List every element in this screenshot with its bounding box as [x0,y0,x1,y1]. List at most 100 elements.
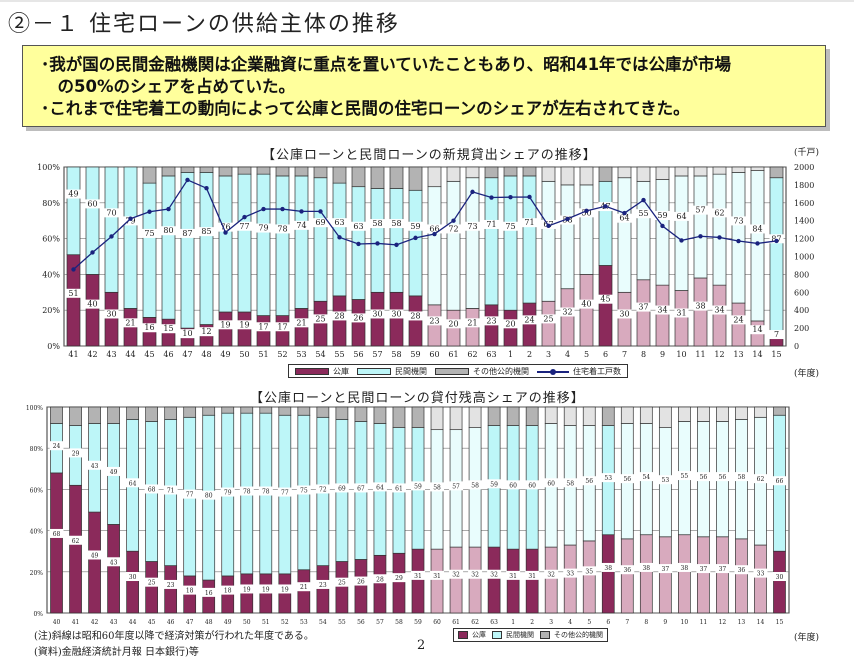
callout-line: ･我が国の民間金融機関は企業融資に重点を置いていたこともあり、昭和41年では公庫… [41,55,732,74]
x-tick-label: 56 [357,619,365,626]
housing-starts-point [204,186,209,191]
label-bg [636,302,651,312]
bar-public [582,540,596,614]
x-tick-label: 6 [603,350,608,359]
bar-public [85,274,100,347]
bar-other [202,406,216,416]
data-label-private: 67 [357,485,365,492]
x-tick-label: 52 [277,350,287,359]
label-bg [446,224,461,234]
label-bg [275,322,290,332]
bar-public [522,302,537,347]
bar-public [69,484,82,614]
housing-starts-point [755,241,760,246]
x-tick-label: 61 [452,619,460,626]
data-label-private: 68 [148,486,156,493]
bar-public [389,291,404,347]
data-label-private: 43 [91,463,99,470]
data-label-public: 24 [733,315,743,324]
data-label-public: 17 [258,322,268,331]
housing-starts-point [527,194,532,200]
bar-other [107,406,120,424]
bar-private [142,182,157,318]
label-bg [639,472,654,482]
data-label-public: 38 [642,565,650,572]
bar-other [525,406,539,426]
data-label-public: 12 [201,327,211,336]
bar-other [183,406,197,418]
data-label-private: 64 [676,212,686,221]
data-label-private: 62 [714,208,724,217]
data-label-public: 33 [566,571,574,578]
y2-tick-label: 800 [794,270,809,279]
data-label-public: 18 [186,588,194,595]
data-label-public: 35 [585,568,593,575]
data-label-public: 33 [757,571,765,578]
data-label-private: 58 [391,219,401,228]
bar-public [335,561,349,614]
legend-item-public: 公庫 [295,366,349,377]
bar-other [484,166,499,179]
x-tick-label: 47 [186,619,194,626]
label-bg [427,316,442,326]
bar-other [411,406,425,428]
bar-other [544,406,558,424]
bar-public [126,550,139,614]
x-tick-label: 3 [549,619,553,626]
y2-tick-label: 1200 [794,235,814,244]
label-bg [182,585,197,595]
data-label-private: 63 [334,218,344,227]
data-label-private: 55 [681,473,689,480]
bar-private [370,188,385,293]
label-bg [125,478,140,488]
bar-other [297,406,311,416]
label-bg [49,441,64,451]
bar-public [332,295,347,347]
data-label-public: 26 [353,313,363,322]
data-label-public: 16 [144,323,154,332]
bar-private [85,166,100,275]
label-bg [677,562,692,572]
data-label-public: 32 [452,572,460,579]
bar-public [712,284,727,347]
label-bg [313,314,328,324]
housing-starts-point [375,241,380,246]
callout-line: ･これまで住宅着工の動向によって公庫と民間の住宅ローンのシェアが左右されてきた。 [41,99,690,118]
label-bg [237,221,252,231]
bar-other [693,166,708,177]
label-bg [87,460,102,470]
data-label-private: 58 [566,480,574,487]
y-tick-label: 20% [42,306,60,315]
page-title: ②－１ 住宅ローンの供給主体の推移 [8,12,400,37]
bar-public [506,548,520,614]
label-bg [503,319,518,329]
data-label-public: 19 [262,586,270,593]
bar-public [678,534,691,614]
label-bg [696,472,711,482]
housing-starts-point [394,242,399,248]
data-label-private: 58 [433,484,441,491]
label-bg [199,227,214,237]
data-label-private: 84 [752,224,762,233]
bar-other [335,406,349,420]
label-bg [332,311,347,321]
label-bg [769,330,784,340]
y-tick-label: 100% [37,163,60,172]
label-bg [144,577,159,587]
housing-starts-point [71,267,76,272]
data-label-public: 14 [752,325,762,334]
label-bg [525,480,540,490]
x-tick-label: 56 [353,350,363,359]
label-bg [334,483,349,493]
data-label-public: 20 [448,319,458,328]
data-label-public: 30 [391,309,401,318]
label-bg [408,311,423,321]
label-bg [601,562,616,572]
label-bg [411,481,425,491]
bar-other [503,166,518,177]
x-tick-label: 60 [433,619,441,626]
legend-swatch-public [458,631,468,639]
label-bg [601,473,616,483]
data-label-public: 28 [410,311,420,320]
